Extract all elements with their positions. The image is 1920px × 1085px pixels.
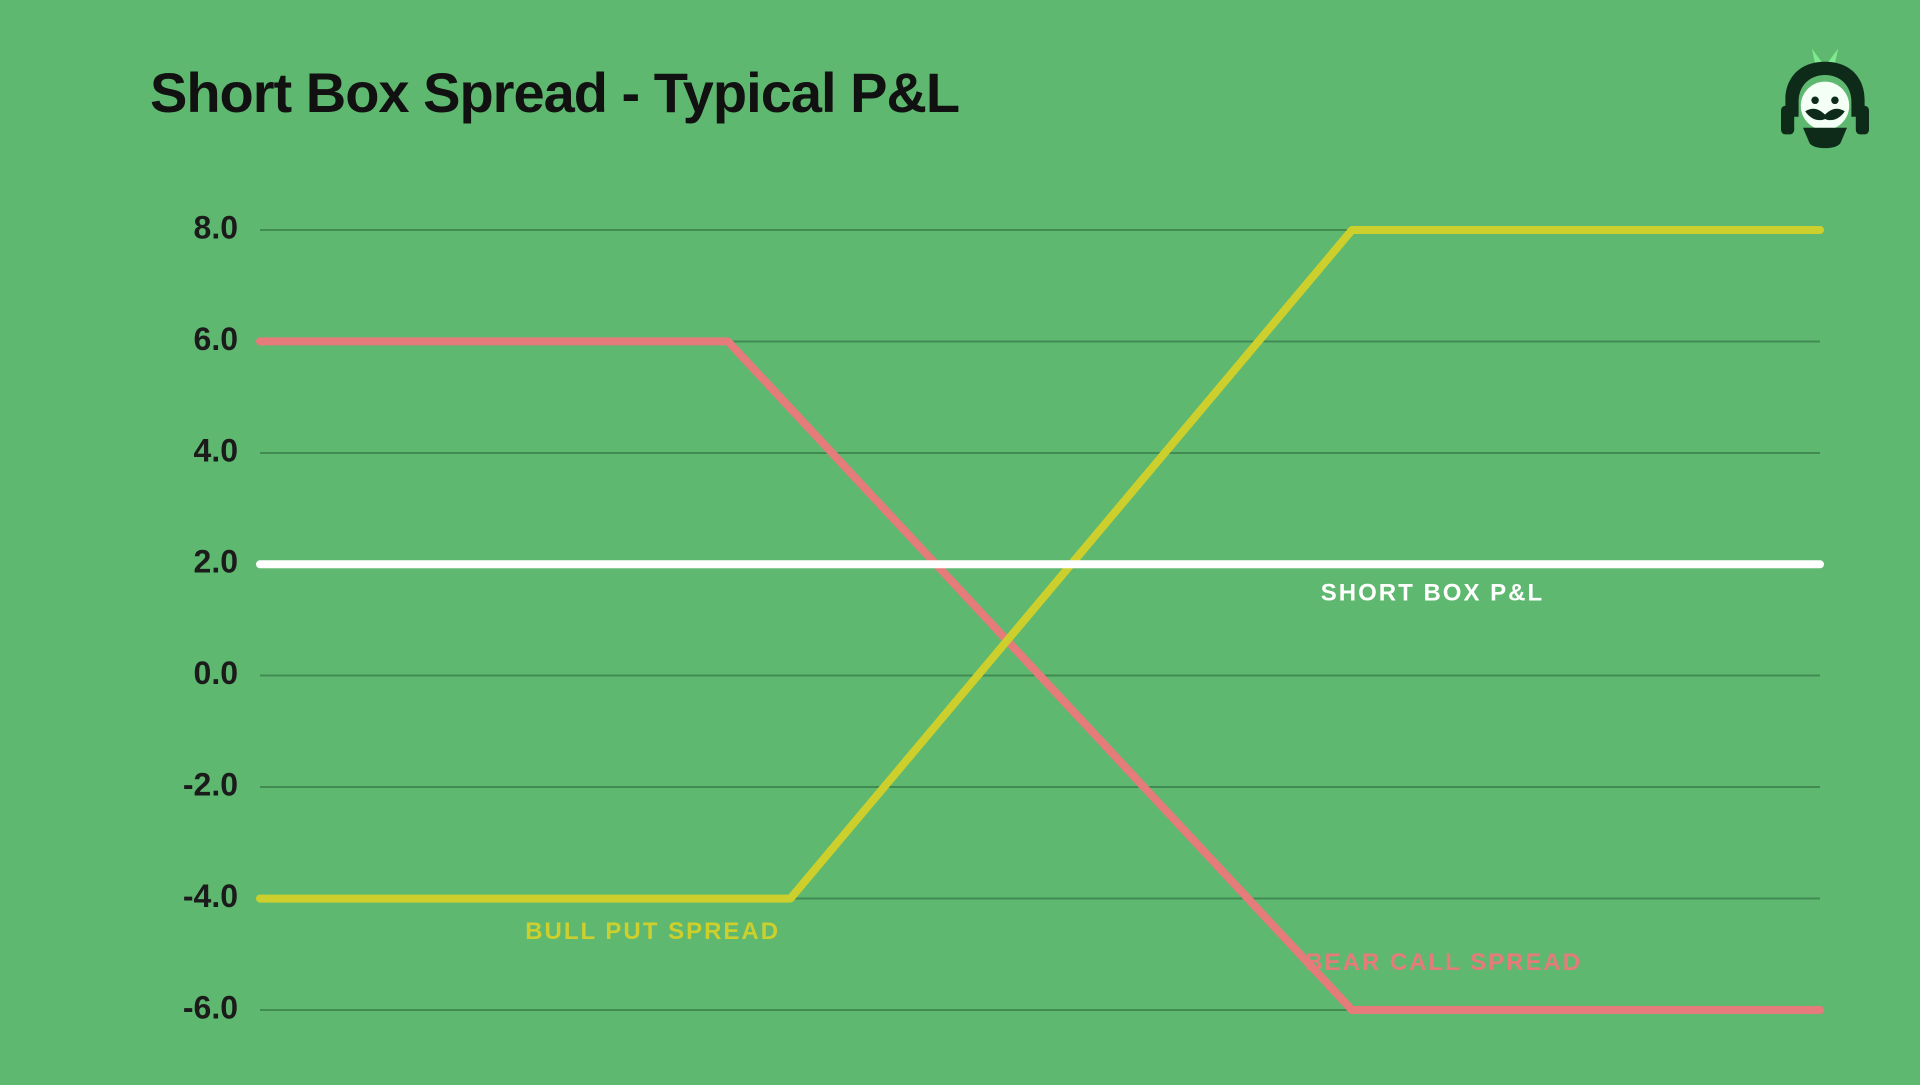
ytick-label: 0.0 bbox=[194, 655, 238, 691]
ytick-label: 2.0 bbox=[194, 544, 238, 580]
ytick-label: 8.0 bbox=[194, 209, 238, 245]
chart-stage: Short Box Spread - Typical P&L 8.06.04.0… bbox=[0, 0, 1920, 1085]
series-label-bear_call_spread: BEAR CALL SPREAD bbox=[1305, 949, 1582, 976]
series-label-short_box_pnl: SHORT BOX P&L bbox=[1321, 580, 1544, 607]
ytick-label: -2.0 bbox=[183, 767, 238, 803]
ytick-label: 6.0 bbox=[194, 321, 238, 357]
ytick-label: -6.0 bbox=[183, 989, 238, 1025]
pnl-chart: 8.0 6.0 4.0 2.0 0.0 -2.0 -4.0 -6.0 BEAR CALL SPR… bbox=[0, 0, 1920, 1085]
ytick-label: -4.0 bbox=[183, 878, 238, 914]
ytick-label: 4.0 bbox=[194, 432, 238, 468]
series-label-bull_put_spread: BULL PUT SPREAD bbox=[525, 918, 780, 945]
